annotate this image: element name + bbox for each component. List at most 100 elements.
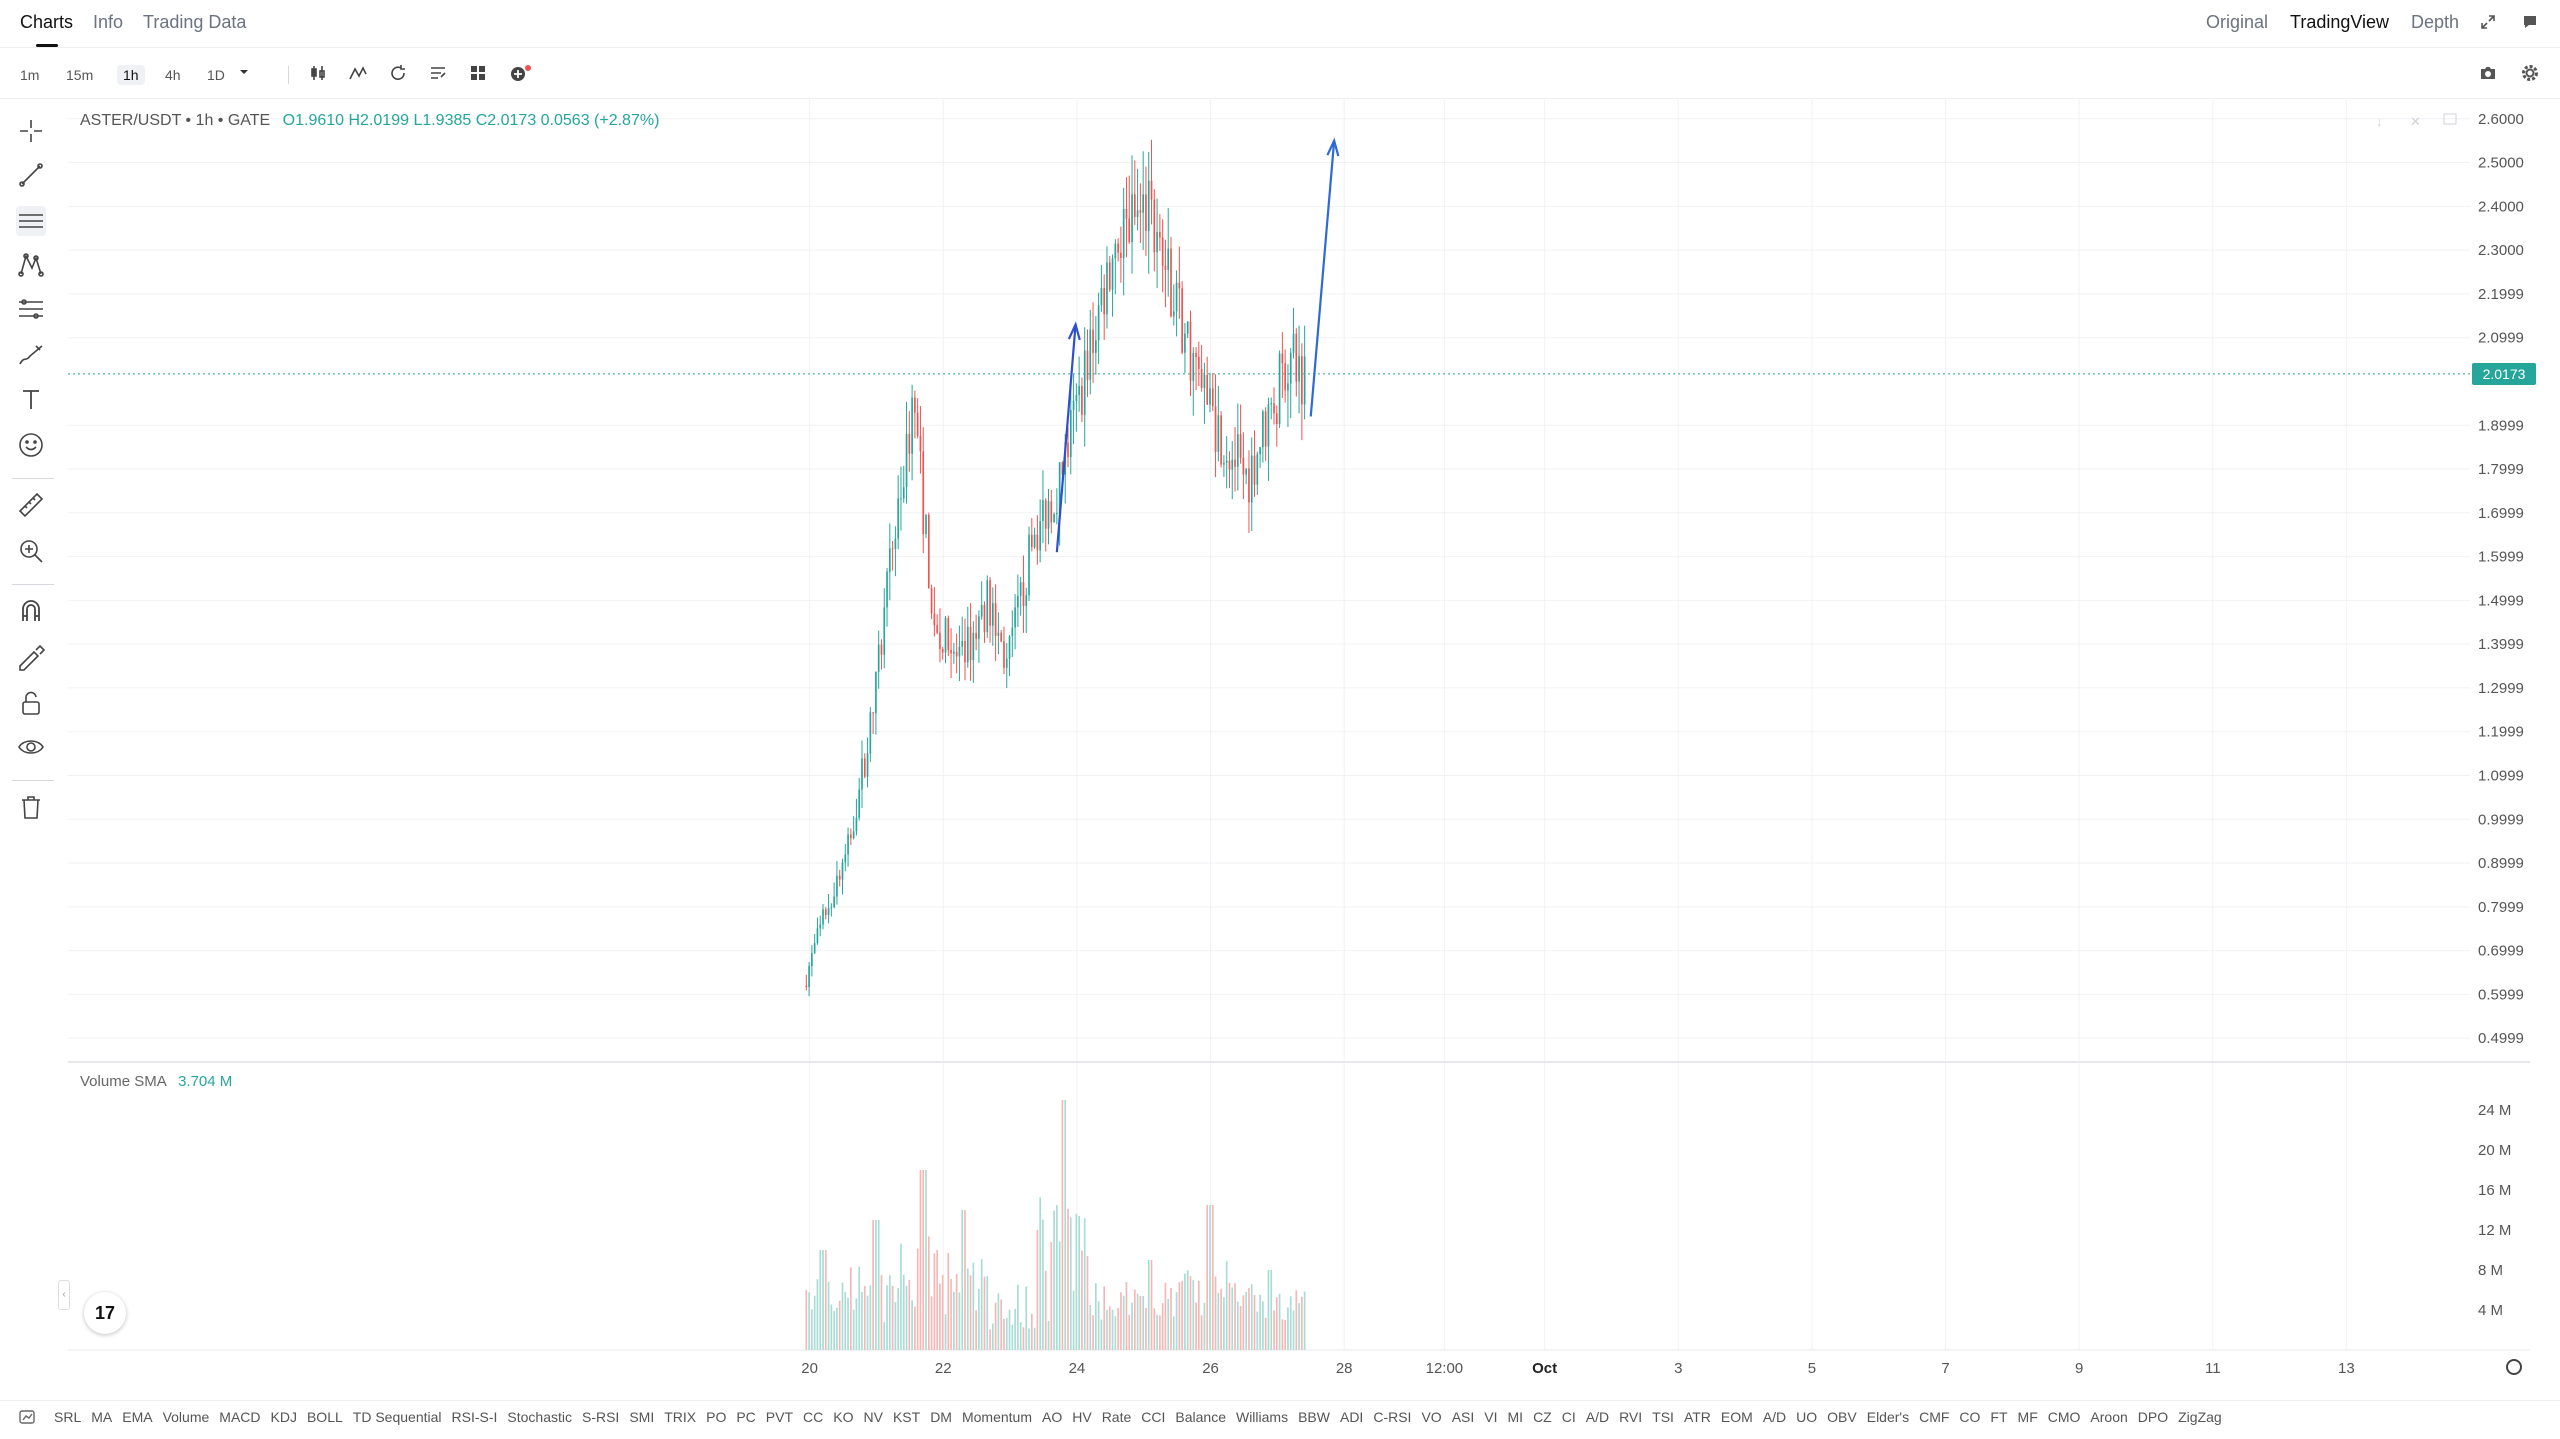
indicator-item[interactable]: KST	[892, 1409, 921, 1425]
add-alert-icon[interactable]	[508, 63, 531, 85]
axis-settings-icon[interactable]	[2506, 1359, 2522, 1375]
indicator-item[interactable]: BOLL	[306, 1409, 343, 1425]
view-tradingview[interactable]: TradingView	[2290, 12, 2390, 32]
refresh-icon[interactable]	[388, 63, 410, 85]
collapse-panel-tab[interactable]: ‹	[58, 1280, 70, 1310]
indicator-item[interactable]: Momentum	[961, 1409, 1032, 1425]
interval-4h[interactable]: 4h	[165, 67, 181, 83]
lock-drawing-icon[interactable]	[16, 642, 46, 672]
template-icon[interactable]	[428, 63, 450, 85]
indicator-item[interactable]: CI	[1561, 1409, 1576, 1425]
indicator-item[interactable]: PO	[706, 1409, 727, 1425]
indicator-item[interactable]: OBV	[1827, 1409, 1857, 1425]
text-icon[interactable]	[16, 384, 46, 414]
indicator-item[interactable]: CCI	[1141, 1409, 1166, 1425]
chevron-down-icon[interactable]	[237, 65, 259, 87]
candle-body	[1214, 406, 1217, 452]
indicator-item[interactable]: A/D	[1762, 1409, 1787, 1425]
indicator-item[interactable]: CMF	[1919, 1409, 1950, 1425]
indicator-item[interactable]: CMO	[2047, 1409, 2081, 1425]
indicator-item[interactable]: EMA	[122, 1409, 153, 1425]
indicator-item[interactable]: FT	[1990, 1409, 2008, 1425]
indicator-item[interactable]: MI	[1507, 1409, 1524, 1425]
view-original[interactable]: Original	[2206, 12, 2269, 32]
indicator-list-icon[interactable]	[18, 1408, 38, 1428]
layout-grid-icon[interactable]	[468, 63, 490, 85]
indicator-item[interactable]: PVT	[765, 1409, 794, 1425]
pattern-icon[interactable]	[16, 250, 46, 280]
indicator-item[interactable]: Rate	[1101, 1409, 1132, 1425]
interval-1d[interactable]: 1D	[207, 67, 225, 83]
indicator-item[interactable]: MA	[91, 1409, 113, 1425]
fib-retracement-icon[interactable]	[16, 294, 46, 324]
indicator-item[interactable]: Balance	[1175, 1409, 1226, 1425]
interval-1h[interactable]: 1h	[117, 65, 145, 85]
view-depth[interactable]: Depth	[2411, 12, 2460, 32]
indicator-item[interactable]: MF	[2017, 1409, 2038, 1425]
trash-icon[interactable]	[16, 792, 46, 822]
candle-body	[819, 924, 822, 929]
indicator-item[interactable]: VO	[1421, 1409, 1442, 1425]
horizontal-lines-icon[interactable]	[16, 206, 46, 236]
crosshair-icon[interactable]	[16, 116, 46, 146]
indicator-item[interactable]: ADI	[1339, 1409, 1364, 1425]
indicator-item[interactable]: UO	[1796, 1409, 1818, 1425]
indicator-item[interactable]: Stochastic	[507, 1409, 572, 1425]
indicator-item[interactable]: ASI	[1451, 1409, 1475, 1425]
indicator-item[interactable]: DM	[930, 1409, 952, 1425]
indicator-item[interactable]: NV	[863, 1409, 883, 1425]
settings-gear-icon[interactable]	[2520, 63, 2542, 85]
indicator-item[interactable]: MACD	[219, 1409, 261, 1425]
indicator-item[interactable]: Elder's	[1866, 1409, 1910, 1425]
candle-body	[930, 588, 933, 614]
camera-icon[interactable]	[2478, 63, 2500, 85]
tab-charts[interactable]: Charts	[20, 12, 74, 32]
indicator-item[interactable]: Aroon	[2090, 1409, 2128, 1425]
indicator-item[interactable]: KO	[833, 1409, 854, 1425]
emoji-icon[interactable]	[16, 430, 46, 460]
indicator-item[interactable]: HV	[1072, 1409, 1092, 1425]
indicator-item[interactable]: SRL	[54, 1409, 82, 1425]
indicator-item[interactable]: ZigZag	[2178, 1409, 2222, 1425]
unlock-icon[interactable]	[16, 688, 46, 718]
indicator-item[interactable]: PC	[736, 1409, 756, 1425]
indicator-item[interactable]: TRIX	[664, 1409, 697, 1425]
interval-15m[interactable]: 15m	[66, 67, 94, 83]
indicators-icon[interactable]	[348, 63, 370, 85]
chat-icon[interactable]	[2520, 13, 2540, 33]
ruler-icon[interactable]	[16, 490, 46, 520]
magnet-icon[interactable]	[16, 596, 46, 626]
candle-style-icon[interactable]	[308, 63, 330, 85]
y-tick-label: 2.0999	[2478, 330, 2524, 347]
tab-trading-data[interactable]: Trading Data	[143, 12, 247, 32]
zoom-in-icon[interactable]	[16, 536, 46, 566]
indicator-item[interactable]: ATR	[1683, 1409, 1711, 1425]
indicator-item[interactable]: C-RSI	[1373, 1409, 1412, 1425]
tab-info[interactable]: Info	[93, 12, 124, 32]
brush-icon[interactable]	[16, 340, 46, 370]
indicator-item[interactable]: CO	[1959, 1409, 1981, 1425]
fullscreen-icon[interactable]	[2478, 13, 2498, 33]
indicator-item[interactable]: KDJ	[270, 1409, 297, 1425]
indicator-item[interactable]: RSI-S-I	[451, 1409, 498, 1425]
indicator-item[interactable]: EOM	[1720, 1409, 1753, 1425]
indicator-item[interactable]: CC	[803, 1409, 824, 1425]
indicator-item[interactable]: DPO	[2137, 1409, 2169, 1425]
trend-line-icon[interactable]	[16, 160, 46, 190]
indicator-item[interactable]: BBW	[1298, 1409, 1330, 1425]
indicator-item[interactable]: RVI	[1619, 1409, 1643, 1425]
indicator-item[interactable]: TSI	[1652, 1409, 1674, 1425]
indicator-item[interactable]: AO	[1042, 1409, 1063, 1425]
interval-1m[interactable]: 1m	[20, 67, 40, 83]
indicator-item[interactable]: VI	[1484, 1409, 1498, 1425]
indicator-item[interactable]: A/D	[1585, 1409, 1610, 1425]
indicator-item[interactable]: SMI	[629, 1409, 655, 1425]
indicator-item[interactable]: Williams	[1235, 1409, 1289, 1425]
visibility-icon[interactable]	[16, 732, 46, 762]
indicator-item[interactable]: TD Sequential	[352, 1409, 442, 1425]
indicator-item[interactable]: CZ	[1533, 1409, 1552, 1425]
indicator-item[interactable]: S-RSI	[581, 1409, 620, 1425]
indicator-item[interactable]: Volume	[162, 1409, 210, 1425]
